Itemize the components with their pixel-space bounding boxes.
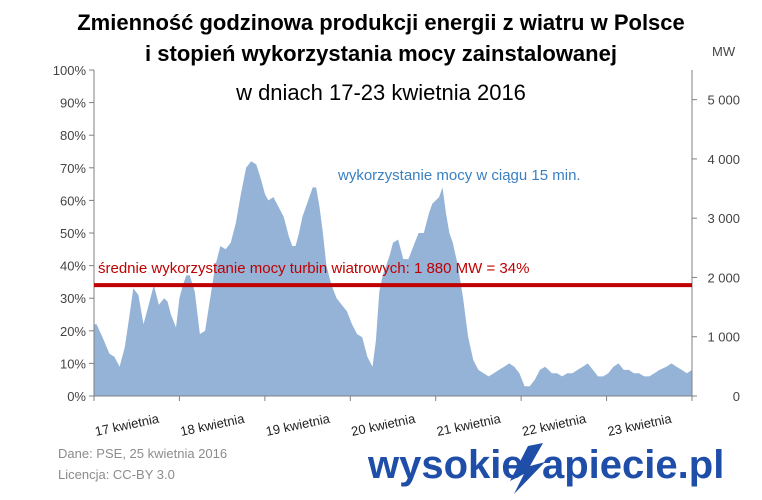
left-tick-label: 60%: [60, 193, 86, 208]
area-series-0: [94, 161, 692, 396]
left-tick-label: 100%: [53, 63, 87, 78]
right-tick-label: 1 000: [707, 330, 740, 345]
x-tick-label: 19 kwietnia: [264, 411, 331, 439]
average-annotation: średnie wykorzystanie mocy turbin wiatro…: [98, 260, 529, 277]
source-line-2: Licencja: CC-BY 3.0: [58, 467, 175, 482]
right-tick-label: 2 000: [707, 270, 740, 285]
area-series-layer: [94, 161, 692, 396]
right-tick-label: 5 000: [707, 93, 740, 108]
x-tick-label: 23 kwietnia: [606, 411, 673, 439]
lightning-bolt-icon: [510, 443, 545, 494]
right-tick-label: 4 000: [707, 152, 740, 167]
chart-title-line-3: w dniach 17-23 kwietnia 2016: [235, 80, 526, 105]
left-tick-label: 80%: [60, 128, 86, 143]
logo: wysokie apiecie.pl: [367, 443, 724, 494]
left-tick-label: 70%: [60, 161, 86, 176]
logo-text-right: apiecie.pl: [542, 443, 724, 487]
logo-text-left: wysokie: [367, 443, 524, 487]
left-tick-label: 10%: [60, 356, 86, 371]
left-tick-label: 30%: [60, 291, 86, 306]
source-line-1: Dane: PSE, 25 kwietnia 2016: [58, 446, 227, 461]
left-tick-label: 40%: [60, 259, 86, 274]
x-tick-label: 21 kwietnia: [435, 411, 502, 439]
x-tick-label: 20 kwietnia: [350, 411, 417, 439]
left-tick-label: 90%: [60, 96, 86, 111]
x-tick-label: 18 kwietnia: [179, 411, 246, 439]
left-tick-label: 0%: [67, 389, 86, 404]
x-tick-label: 22 kwietnia: [521, 411, 588, 439]
chart-title-line-2: i stopień wykorzystania mocy zainstalowa…: [145, 41, 617, 66]
series-annotation: wykorzystanie mocy w ciągu 15 min.: [337, 167, 581, 184]
left-tick-label: 50%: [60, 226, 86, 241]
chart-title-line-1: Zmienność godzinowa produkcji energii z …: [77, 10, 685, 35]
x-tick-label: 17 kwietnia: [94, 411, 161, 439]
right-axis-unit: MW: [712, 44, 736, 59]
right-tick-label: 0: [733, 389, 740, 404]
right-tick-label: 3 000: [707, 211, 740, 226]
left-tick-label: 20%: [60, 324, 86, 339]
